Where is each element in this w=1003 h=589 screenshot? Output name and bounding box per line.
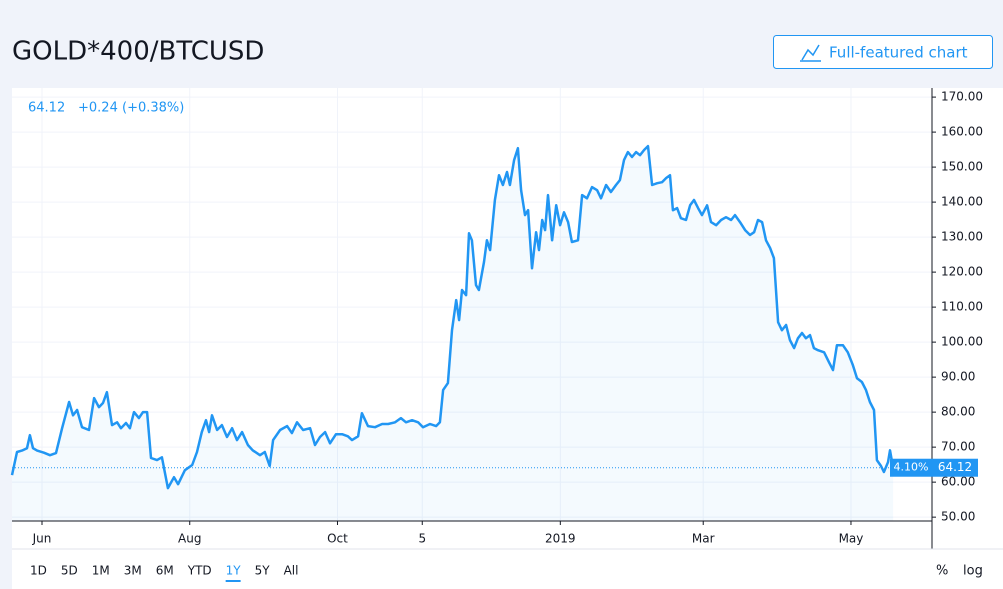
- range-button[interactable]: All: [284, 564, 299, 578]
- button-icon: [800, 44, 821, 62]
- price-line: [10, 144, 895, 490]
- range-button[interactable]: 6M: [156, 564, 174, 578]
- toolbar: 1D 5D 1M 3M 6M YTD 1Y 5Y All% log: [30, 564, 983, 582]
- y-tick-label: 90.00: [941, 370, 975, 384]
- x-tick-label: Mar: [692, 532, 715, 546]
- x-tick-label: May: [839, 532, 864, 546]
- change-tag: [890, 458, 932, 477]
- y-tick-label: 50.00: [941, 510, 975, 524]
- range-button[interactable]: 1Y: [226, 564, 242, 578]
- y-tick-label: 170.00: [941, 90, 983, 104]
- price-tag-label: 64.12: [938, 460, 972, 474]
- range-button[interactable]: 5Y: [255, 564, 271, 578]
- axes: 50.00 60.00 70.00 80.00 90.00 100.00 110.00 120…: [32, 90, 983, 546]
- range-button[interactable]: 5D: [61, 564, 78, 578]
- grid: [12, 88, 932, 521]
- header-change-pct: (+0.38%): [122, 101, 184, 116]
- header-price: 64.12: [28, 101, 65, 116]
- y-tick-label: 110.00: [941, 300, 983, 314]
- price-tag: [932, 458, 978, 477]
- range-button[interactable]: YTD: [187, 564, 212, 578]
- y-tick-label: 130.00: [941, 230, 983, 244]
- y-tick-label: 120.00: [941, 265, 983, 279]
- symbol-title: GOLD*400/BTCUSD: [12, 37, 264, 67]
- y-tick-label: 140.00: [941, 195, 983, 209]
- x-tick-label: 5: [418, 532, 426, 546]
- y-tick-label: 100.00: [941, 335, 983, 349]
- scale-option[interactable]: %: [936, 564, 948, 579]
- x-tick-label: 2019: [545, 532, 576, 546]
- y-tick-label: 60.00: [941, 475, 975, 489]
- button-label[interactable]: Full-featured chart: [829, 44, 968, 62]
- y-tick-label: 80.00: [941, 405, 975, 419]
- x-tick-label: Aug: [178, 532, 201, 546]
- header-change: +0.24: [78, 101, 118, 116]
- plot: [10, 144, 932, 521]
- y-tick-label: 160.00: [941, 125, 983, 139]
- y-tick-label: 150.00: [941, 160, 983, 174]
- range-button[interactable]: 3M: [124, 564, 142, 578]
- x-tick-label: Oct: [327, 532, 348, 546]
- x-tick-label: Jun: [32, 532, 52, 546]
- full-chart-button[interactable]: [773, 35, 993, 69]
- change-tag-label: 4.10%: [894, 461, 929, 474]
- range-button[interactable]: 1M: [92, 564, 110, 578]
- y-tick-label: 70.00: [941, 440, 975, 454]
- scale-option[interactable]: log: [963, 564, 983, 579]
- range-button[interactable]: 1D: [30, 564, 47, 578]
